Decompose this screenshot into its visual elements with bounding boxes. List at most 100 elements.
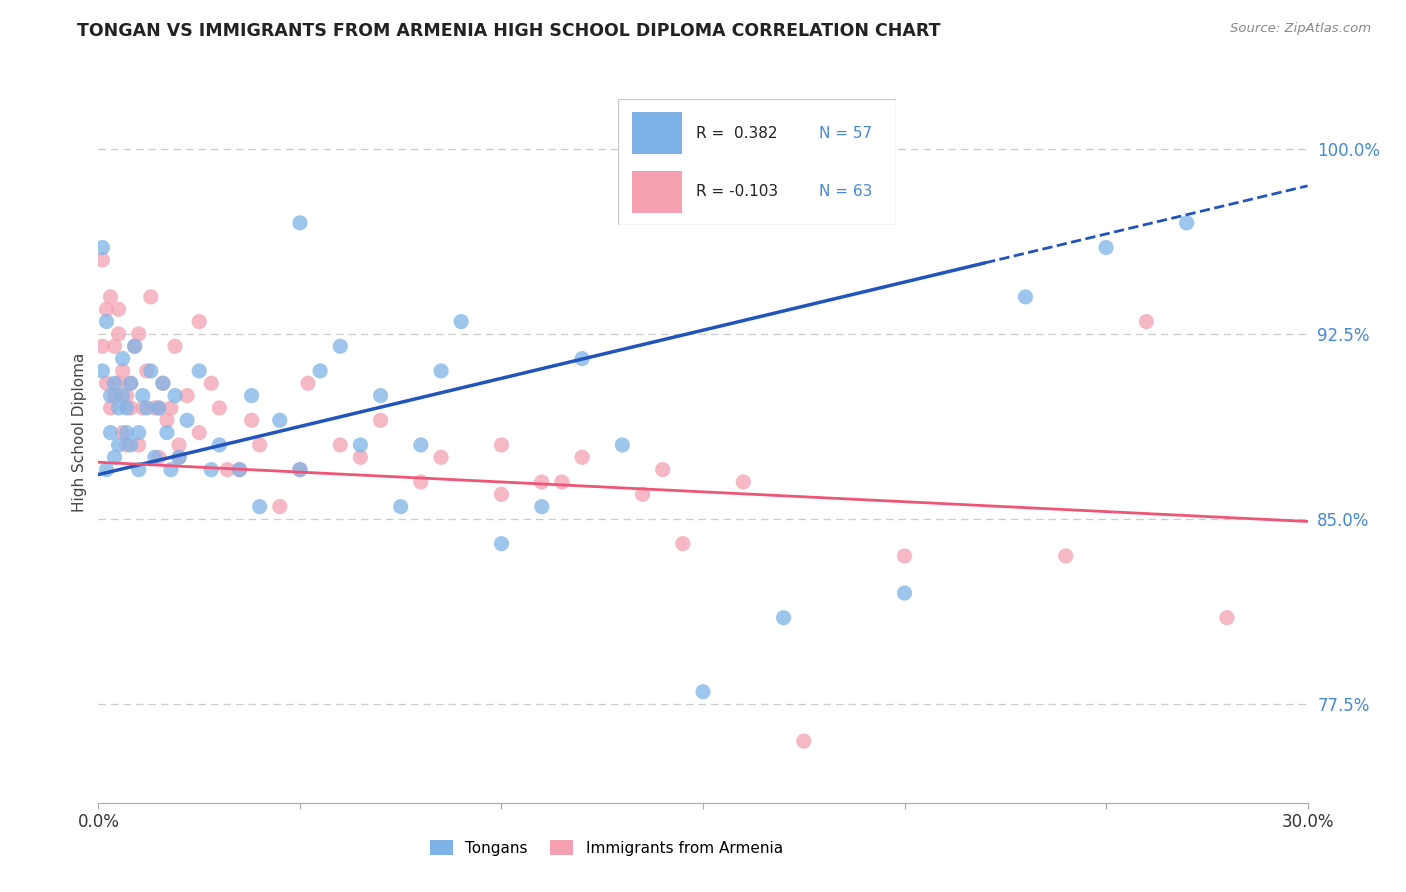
Point	[249, 500, 271, 514]
Point	[167, 450, 190, 465]
Point	[96, 314, 118, 328]
Point	[217, 462, 239, 476]
Point	[91, 252, 114, 267]
Point	[692, 684, 714, 698]
Point	[288, 462, 311, 476]
Point	[156, 413, 179, 427]
Point	[132, 401, 155, 415]
Point	[96, 376, 118, 391]
Point	[349, 438, 371, 452]
Point	[143, 450, 166, 465]
Point	[612, 438, 634, 452]
Point	[200, 376, 222, 391]
Point	[200, 462, 222, 476]
Point	[672, 536, 695, 550]
Point	[1175, 216, 1198, 230]
Point	[120, 438, 142, 452]
Point	[167, 438, 190, 452]
Text: Source: ZipAtlas.com: Source: ZipAtlas.com	[1230, 22, 1371, 36]
Point	[329, 339, 352, 353]
Point	[240, 388, 263, 402]
Point	[120, 401, 142, 415]
Point	[349, 450, 371, 465]
Point	[491, 438, 513, 452]
Point	[571, 351, 593, 366]
Point	[530, 500, 553, 514]
Point	[208, 401, 231, 415]
Point	[143, 401, 166, 415]
Point	[107, 302, 129, 317]
Point	[163, 339, 186, 353]
Point	[107, 438, 129, 452]
Point	[491, 487, 513, 501]
Point	[115, 425, 138, 440]
Point	[571, 450, 593, 465]
Point	[893, 586, 915, 600]
Point	[551, 475, 574, 489]
Point	[631, 487, 654, 501]
Point	[733, 475, 755, 489]
Point	[111, 388, 134, 402]
Text: TONGAN VS IMMIGRANTS FROM ARMENIA HIGH SCHOOL DIPLOMA CORRELATION CHART: TONGAN VS IMMIGRANTS FROM ARMENIA HIGH S…	[77, 22, 941, 40]
Point	[115, 438, 138, 452]
Point	[156, 425, 179, 440]
Point	[772, 610, 794, 624]
Point	[132, 388, 155, 402]
Point	[148, 450, 170, 465]
Point	[249, 438, 271, 452]
Point	[148, 401, 170, 415]
Point	[111, 425, 134, 440]
Point	[115, 401, 138, 415]
Point	[124, 339, 146, 353]
Point	[188, 314, 211, 328]
Point	[100, 401, 122, 415]
Point	[450, 314, 472, 328]
Point	[1095, 240, 1118, 254]
Point	[1014, 290, 1036, 304]
Point	[1135, 314, 1157, 328]
Point	[1054, 549, 1077, 563]
Point	[491, 536, 513, 550]
Point	[128, 425, 150, 440]
Point	[176, 413, 198, 427]
Point	[120, 376, 142, 391]
Point	[91, 240, 114, 254]
Point	[370, 388, 392, 402]
Point	[103, 339, 125, 353]
Point	[111, 351, 134, 366]
Point	[135, 401, 157, 415]
Point	[160, 462, 183, 476]
Point	[160, 401, 183, 415]
Point	[288, 216, 311, 230]
Point	[100, 388, 122, 402]
Point	[329, 438, 352, 452]
Point	[389, 500, 412, 514]
Point	[152, 376, 174, 391]
Point	[167, 450, 190, 465]
Point	[139, 290, 162, 304]
Point	[430, 364, 453, 378]
Point	[103, 450, 125, 465]
Point	[269, 413, 291, 427]
Point	[1216, 610, 1239, 624]
Point	[128, 462, 150, 476]
Point	[651, 462, 673, 476]
Point	[107, 401, 129, 415]
Point	[893, 549, 915, 563]
Point	[91, 364, 114, 378]
Point	[100, 290, 122, 304]
Point	[188, 425, 211, 440]
Point	[107, 326, 129, 341]
Point	[297, 376, 319, 391]
Point	[152, 376, 174, 391]
Point	[128, 326, 150, 341]
Point	[309, 364, 332, 378]
Point	[103, 388, 125, 402]
Point	[288, 462, 311, 476]
Point	[370, 413, 392, 427]
Legend: Tongans, Immigrants from Armenia: Tongans, Immigrants from Armenia	[423, 834, 789, 862]
Point	[135, 364, 157, 378]
Point	[269, 500, 291, 514]
Point	[430, 450, 453, 465]
Point	[409, 475, 432, 489]
